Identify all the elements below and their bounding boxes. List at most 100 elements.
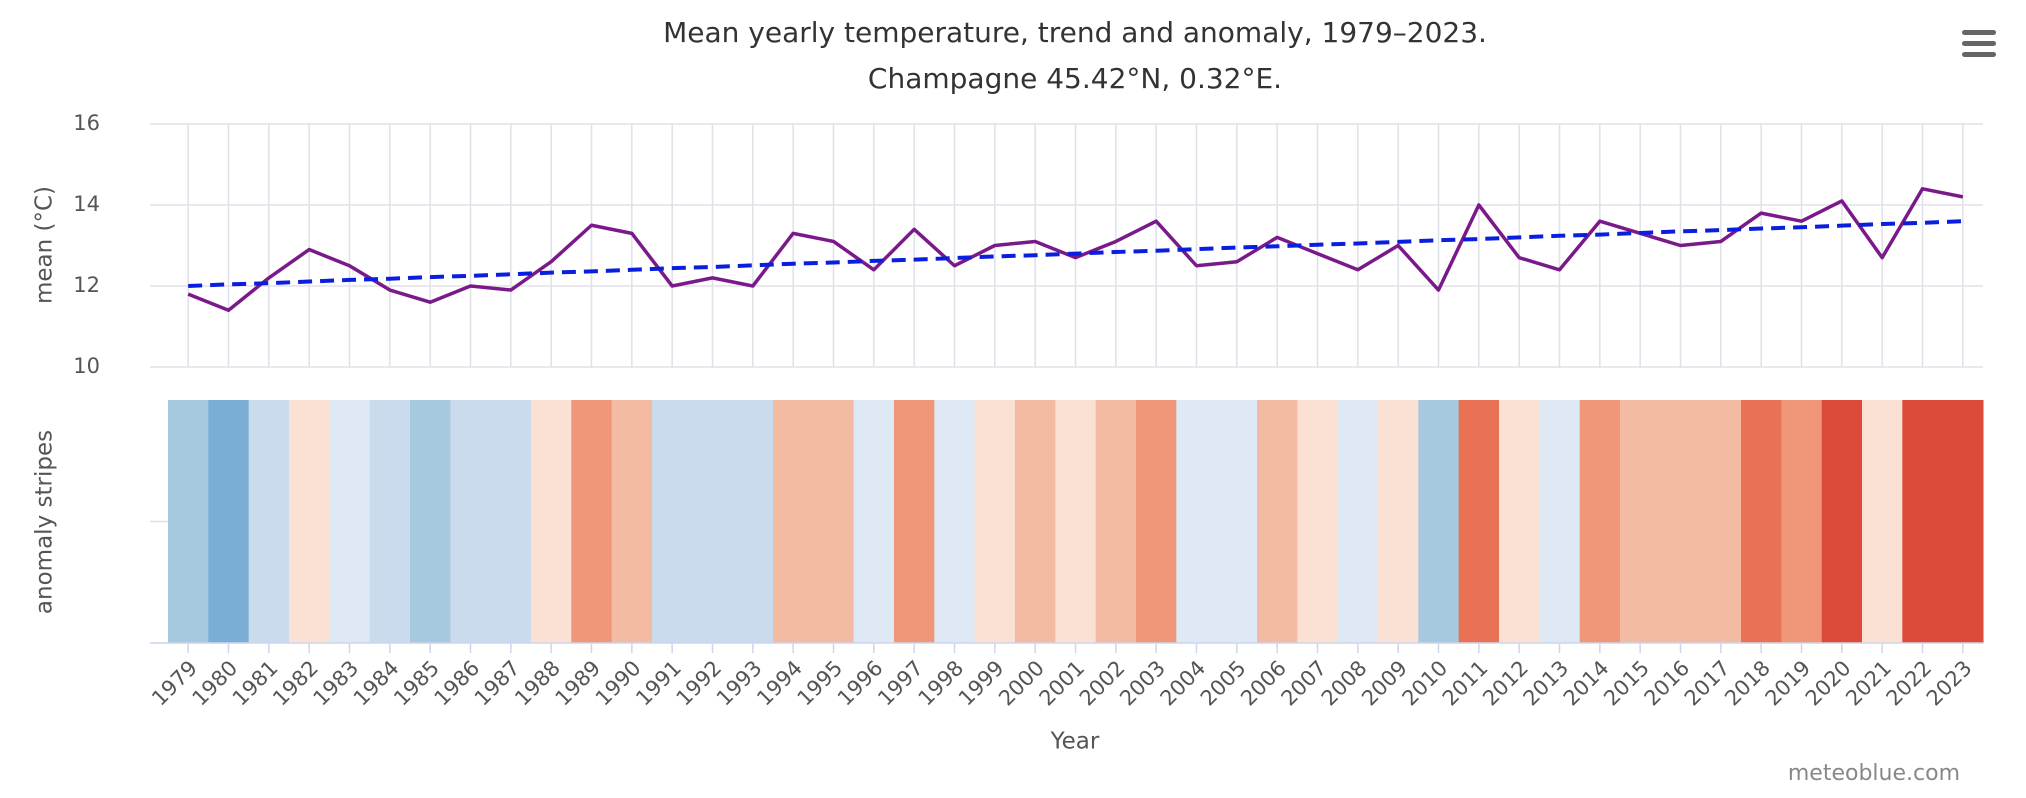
y-tick-label: 16: [73, 111, 100, 135]
x-tick-label: 2012: [1478, 656, 1533, 711]
x-tick-label: 2016: [1640, 656, 1695, 711]
anomaly-stripe: [894, 400, 935, 643]
anomaly-stripe: [652, 400, 693, 643]
anomaly-stripe: [1499, 400, 1540, 643]
anomaly-stripe: [853, 400, 895, 643]
anomaly-stripe: [1700, 400, 1742, 643]
x-tick-label: 2009: [1357, 656, 1412, 711]
anomaly-stripe: [329, 400, 371, 643]
x-tick-label: 2011: [1438, 656, 1493, 711]
x-tick-label: 1994: [752, 656, 807, 711]
x-tick-label: 1996: [833, 656, 888, 711]
anomaly-stripe: [1055, 400, 1097, 643]
x-tick-label: 2023: [1922, 656, 1977, 711]
x-tick-label: 1986: [430, 656, 485, 711]
anomaly-stripe: [1418, 400, 1460, 643]
anomaly-stripe: [531, 400, 572, 643]
anomaly-stripe: [1297, 400, 1339, 643]
anomaly-stripe: [1781, 400, 1823, 643]
stripes-axis-title: anomaly stripes: [32, 430, 58, 614]
anomaly-stripe: [410, 400, 451, 643]
chart-title: Mean yearly temperature, trend and anoma…: [663, 16, 1487, 49]
x-tick-label: 2014: [1559, 656, 1614, 711]
x-tick-label: 1979: [147, 656, 202, 711]
y-tick-label: 10: [73, 354, 100, 378]
anomaly-stripe: [1136, 400, 1177, 643]
anomaly-stripe: [1579, 400, 1621, 643]
anomaly-stripe: [248, 400, 290, 643]
anomaly-stripe: [1902, 400, 1944, 643]
x-tick-label: 2005: [1196, 656, 1251, 711]
anomaly-stripe: [208, 400, 250, 643]
x-tick-label: 1987: [470, 656, 525, 711]
anomaly-stripe: [1216, 400, 1258, 643]
x-tick-label: 1982: [268, 656, 323, 711]
anomaly-stripe: [692, 400, 734, 643]
x-tick-label: 2008: [1317, 656, 1372, 711]
x-tick-label: 2000: [994, 656, 1049, 711]
x-tick-label: 2020: [1801, 656, 1856, 711]
x-tick-label: 2002: [1075, 656, 1130, 711]
x-tick-label: 1981: [228, 656, 283, 711]
menu-bar: [1962, 41, 1996, 46]
anomaly-stripe: [1539, 400, 1581, 643]
anomaly-stripe: [1257, 400, 1298, 643]
x-tick-label: 2017: [1680, 656, 1735, 711]
x-tick-label: 2021: [1841, 656, 1896, 711]
anomaly-stripe: [974, 400, 1016, 643]
x-tick-label: 1989: [551, 656, 606, 711]
x-tick-label: 2004: [1156, 656, 1211, 711]
x-tick-label: 1997: [873, 656, 928, 711]
anomaly-stripe: [1176, 400, 1218, 643]
anomaly-stripe: [168, 400, 209, 643]
anomaly-stripe: [1942, 400, 1984, 643]
anomaly-stripe: [732, 400, 774, 643]
x-tick-label: 1983: [309, 656, 364, 711]
x-tick-label: 1998: [914, 656, 969, 711]
anomaly-stripe: [490, 400, 532, 643]
x-axis-title: Year: [1050, 729, 1100, 755]
anomaly-stripe: [611, 400, 653, 643]
y-tick-label: 12: [73, 273, 100, 297]
anomaly-stripe: [934, 400, 976, 643]
x-tick-label: 2007: [1277, 656, 1332, 711]
credit: meteoblue.com: [1788, 761, 1960, 786]
y-axis-title: mean (°C): [32, 186, 58, 304]
anomaly-stripe: [773, 400, 814, 643]
anomaly-stripe: [1015, 400, 1056, 643]
anomaly-stripe: [1095, 400, 1137, 643]
anomaly-stripe: [1660, 400, 1702, 643]
menu-bar: [1962, 52, 1996, 57]
x-tick-label: 2006: [1236, 656, 1291, 711]
x-tick-label: 2003: [1115, 656, 1170, 711]
anomaly-stripe: [1741, 400, 1782, 643]
x-tick-label: 2022: [1882, 656, 1937, 711]
x-tick-label: 1985: [389, 656, 444, 711]
x-tick-label: 1988: [510, 656, 565, 711]
x-tick-label: 2015: [1599, 656, 1654, 711]
anomaly-stripe: [571, 400, 613, 643]
anomaly-stripe: [813, 400, 855, 643]
mean-line: [187, 187, 1964, 313]
x-tick-label: 1993: [712, 656, 767, 711]
menu-bar: [1962, 30, 1996, 35]
x-tick-label: 2010: [1398, 656, 1453, 711]
x-tick-label: 1980: [188, 656, 243, 711]
x-tick-label: 1992: [672, 656, 727, 711]
trend-line: [188, 219, 1963, 288]
x-tick-label: 2018: [1720, 656, 1775, 711]
anomaly-stripe: [1862, 400, 1903, 643]
x-tick-label: 1990: [591, 656, 646, 711]
menu-button[interactable]: [1962, 30, 1996, 57]
anomaly-stripe: [450, 400, 492, 643]
anomaly-stripe: [1337, 400, 1379, 643]
anomaly-stripe: [369, 400, 411, 643]
x-tick-label: 2019: [1761, 656, 1816, 711]
anomaly-stripe: [1458, 400, 1500, 643]
anomaly-stripe: [289, 400, 330, 643]
x-tick-label: 2001: [1035, 656, 1090, 711]
chart-subtitle: Champagne 45.42°N, 0.32°E.: [868, 62, 1282, 95]
x-tick-label: 1984: [349, 656, 404, 711]
x-tick-label: 2013: [1519, 656, 1574, 711]
